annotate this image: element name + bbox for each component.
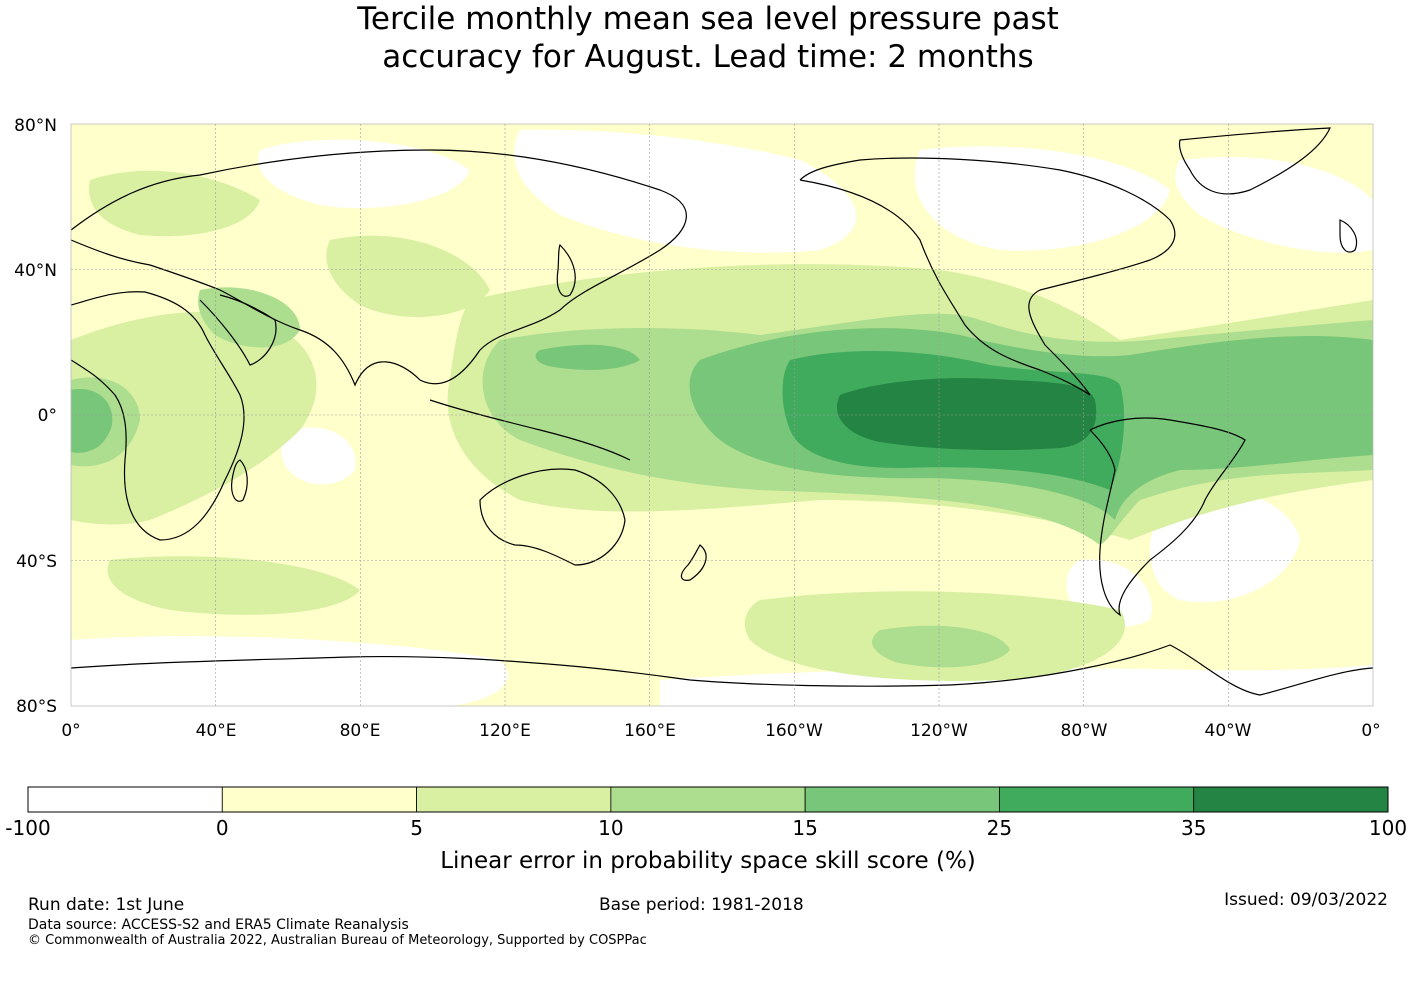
title-line-2: accuracy for August. Lead time: 2 months (382, 39, 1034, 75)
lat-label: 80°N (14, 116, 57, 136)
skill-band-5-10 (71, 311, 317, 525)
colorbar-ticks: -100 0 5 10 15 25 35 100 (5, 816, 1407, 840)
lon-label: 160°W (765, 721, 823, 741)
lon-label: 80°E (340, 721, 381, 741)
lon-label: 80°W (1061, 721, 1108, 741)
colorbar-tick-label: 25 (987, 816, 1012, 840)
map-frame (70, 123, 1374, 707)
skill-negative-region (1175, 156, 1373, 253)
colorbar-swatches (27, 786, 1389, 813)
title-line-1: Tercile monthly mean sea level pressure … (357, 1, 1059, 37)
coastline-uk (1339, 219, 1358, 253)
skill-band-35-100 (836, 378, 1097, 450)
base-period: Base period: 1981-2018 (599, 895, 804, 915)
skill-negative-region (514, 129, 857, 253)
lon-label: 0° (1361, 721, 1380, 741)
lon-label: 0° (61, 721, 80, 741)
coastline-greenland (1178, 127, 1331, 195)
skill-negative-region (280, 427, 356, 485)
copyright: © Commonwealth of Australia 2022, Austra… (28, 933, 647, 948)
skill-band-15-25 (71, 389, 113, 453)
skill-negative-region (914, 146, 1170, 251)
skill-band-5-10 (89, 170, 260, 237)
gridlines (71, 124, 1373, 706)
lat-label: 40°S (16, 552, 57, 572)
lat-label: 0° (38, 406, 57, 426)
chart-title: Tercile monthly mean sea level pressure … (0, 0, 1416, 76)
coastline-africa (71, 291, 245, 541)
skill-band-15-25 (535, 344, 640, 370)
colorbar-tick-label: 5 (410, 816, 423, 840)
colorbar-tick-label: 10 (598, 816, 623, 840)
coastline-north-america (799, 157, 1176, 396)
coastline-madagascar (231, 459, 248, 502)
colorbar-swatch (804, 786, 1000, 813)
lon-label: 120°E (479, 721, 531, 741)
lon-axis: 0° 40°E 80°E 120°E 160°E 160°W 120°W 80°… (61, 721, 1380, 741)
issued-date: Issued: 09/03/2022 (1224, 890, 1388, 910)
colorbar-label: Linear error in probability space skill … (440, 848, 976, 874)
coastlines (71, 127, 1373, 696)
coastline-eurasia (71, 149, 687, 387)
data-source: Data source: ACCESS-S2 and ERA5 Climate … (28, 917, 409, 933)
colorbar-tick-label: -100 (5, 816, 50, 840)
coastline-australia (479, 468, 626, 566)
colorbar-swatch (27, 786, 223, 813)
lon-label: 160°E (624, 721, 676, 741)
coastline-antarctica (71, 644, 1373, 696)
lat-label: 80°S (16, 697, 57, 717)
coastline-south-america (1089, 417, 1246, 617)
run-date: Run date: 1st June (28, 895, 185, 915)
skill-band-5-10 (326, 235, 490, 317)
skill-negative-region (660, 665, 1373, 706)
skill-band-10-15 (198, 287, 300, 348)
colorbar: -100 0 5 10 15 25 35 100 Linear error in… (5, 786, 1407, 874)
lat-label: 40°N (14, 261, 57, 281)
skill-field (71, 129, 1373, 706)
coastline-indonesia (429, 399, 631, 461)
colorbar-tick-label: 0 (216, 816, 229, 840)
lat-axis: 80°N 40°N 0° 40°S 80°S (14, 116, 57, 717)
map-panel (70, 123, 1374, 707)
lon-label: 40°E (196, 721, 237, 741)
coastline-new-zealand (680, 544, 707, 581)
skill-band-10-15 (872, 625, 1010, 668)
lon-label: 40°W (1205, 721, 1252, 741)
colorbar-tick-label: 100 (1369, 816, 1407, 840)
skill-negative-region (71, 636, 508, 706)
colorbar-tick-label: 15 (792, 816, 817, 840)
colorbar-swatch (610, 786, 806, 813)
colorbar-swatch (1193, 786, 1389, 813)
colorbar-frame (27, 786, 1389, 813)
lon-label: 120°W (910, 721, 968, 741)
coastline-japan (556, 243, 576, 297)
coastline-arabia (199, 294, 277, 366)
colorbar-tick-label: 35 (1181, 816, 1206, 840)
colorbar-swatch (221, 786, 417, 813)
colorbar-swatch (999, 786, 1195, 813)
colorbar-swatch (416, 786, 612, 813)
skill-band-5-10 (107, 556, 360, 615)
